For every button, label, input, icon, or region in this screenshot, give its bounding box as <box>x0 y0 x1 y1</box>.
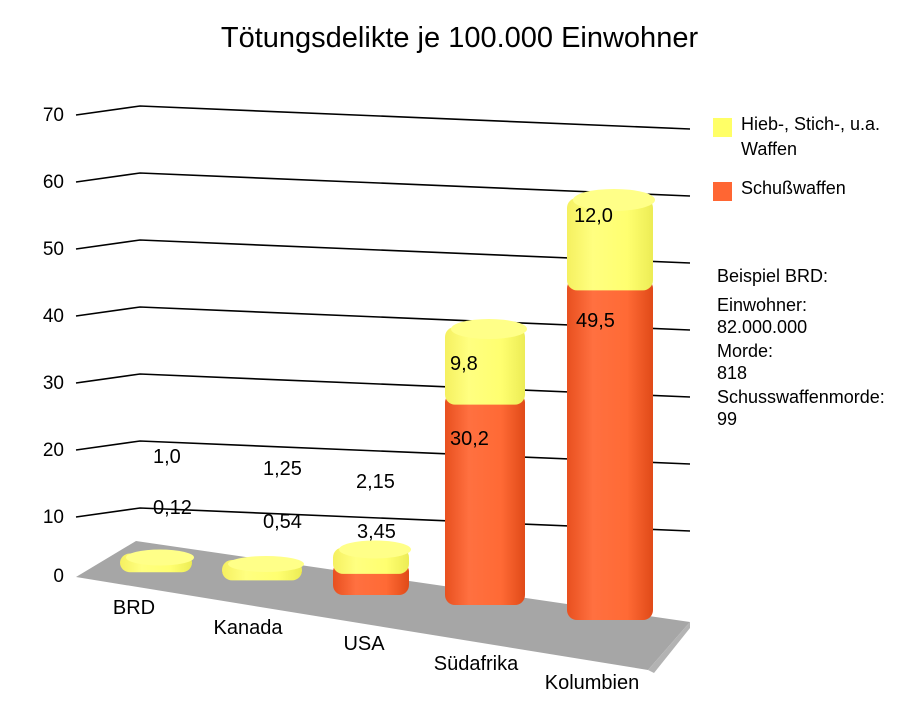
gridline-50 <box>75 239 691 264</box>
info-morde-label: Morde: <box>717 341 774 361</box>
data-label-hieb-Kolumbien: 12,0 <box>574 205 613 227</box>
floor-edge <box>648 622 690 673</box>
ytick-label-30: 30 <box>43 373 64 394</box>
data-label-schuss-Südafrika: 30,2 <box>450 428 489 450</box>
category-label-USA: USA <box>343 633 385 655</box>
data-label-hieb-BRD: 1,0 <box>153 446 181 468</box>
info-schuss-value: 99 <box>717 409 738 429</box>
legend-swatch-schuss <box>713 182 732 201</box>
gridline-70 <box>75 105 691 130</box>
category-label-Kolumbien: Kolumbien <box>545 672 640 694</box>
legend-item-hieb: Hieb-, Stich-, u.a. Waffen <box>713 112 919 162</box>
info-morde-value: 818 <box>717 363 748 383</box>
data-label-hieb-USA: 2,15 <box>356 471 395 493</box>
info-einwohner-value: 82.000.000 <box>717 317 808 337</box>
category-label-Kanada: Kanada <box>214 617 284 639</box>
data-label-schuss-Kanada: 0,54 <box>263 511 302 533</box>
info-box: Beispiel BRD: Einwohner: 82.000.000 Mord… <box>717 265 917 430</box>
bar-cap-Kolumbien <box>573 188 655 211</box>
ytick-label-40: 40 <box>43 306 64 327</box>
legend-label-hieb-line1: Hieb-, Stich-, u.a. <box>741 114 881 134</box>
legend-item-schuss: Schußwaffen <box>713 176 919 201</box>
legend-label-hieb-line2: Waffen <box>741 139 798 159</box>
category-label-Südafrika: Südafrika <box>434 653 519 675</box>
data-label-hieb-Kanada: 1,25 <box>263 458 302 480</box>
data-label-hieb-Südafrika: 9,8 <box>450 353 478 375</box>
chart-title: Tötungsdelikte je 100.000 Einwohner <box>220 22 699 54</box>
bar-cap-USA <box>339 540 411 559</box>
data-labels: BRD Kanada USA Südafrika Kolumbien 1,0 0,12 1,2… <box>113 205 639 694</box>
ytick-label-0: 0 <box>53 566 64 587</box>
info-heading: Beispiel BRD: <box>717 266 829 286</box>
ytick-label-10: 10 <box>43 507 64 528</box>
bar-cap-Südafrika <box>451 319 527 339</box>
gridline-60 <box>75 172 691 197</box>
gridlines: 0 10 20 30 40 50 60 70 <box>43 105 691 587</box>
bar-hieb-Kolumbien <box>567 197 653 291</box>
ytick-label-70: 70 <box>43 105 64 126</box>
info-schuss-label: Schusswaffenmorde: <box>717 387 885 407</box>
category-label-BRD: BRD <box>113 597 155 619</box>
bar-cap-Kanada <box>228 556 304 573</box>
data-label-schuss-BRD: 0,12 <box>153 497 192 519</box>
bar-schuss-Kolumbien <box>567 278 653 620</box>
bar-hieb-Südafrika <box>445 327 525 405</box>
ytick-label-60: 60 <box>43 172 64 193</box>
legend-label-schuss: Schußwaffen <box>741 178 846 198</box>
bars <box>120 188 655 620</box>
legend-swatch-hieb <box>713 118 732 137</box>
bar-schuss-Südafrika <box>445 392 525 605</box>
ytick-label-50: 50 <box>43 239 64 260</box>
info-einwohner-label: Einwohner: <box>717 295 808 315</box>
legend: Hieb-, Stich-, u.a. Waffen Schußwaffen <box>713 112 919 213</box>
bar-cap-BRD <box>126 549 194 566</box>
data-label-schuss-Kolumbien: 49,5 <box>576 310 615 332</box>
ytick-label-20: 20 <box>43 440 64 461</box>
data-label-schuss-USA: 3,45 <box>357 521 396 543</box>
